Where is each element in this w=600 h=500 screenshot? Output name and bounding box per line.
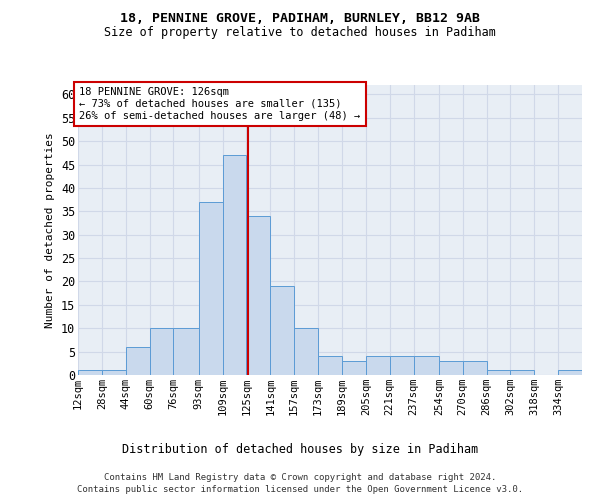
Bar <box>318 356 342 375</box>
Bar <box>342 361 366 375</box>
Bar <box>294 328 318 375</box>
Bar <box>126 347 149 375</box>
Bar <box>149 328 173 375</box>
Bar <box>78 370 102 375</box>
Y-axis label: Number of detached properties: Number of detached properties <box>46 132 55 328</box>
Text: Distribution of detached houses by size in Padiham: Distribution of detached houses by size … <box>122 442 478 456</box>
Bar <box>439 361 463 375</box>
Bar <box>173 328 199 375</box>
Bar <box>366 356 389 375</box>
Text: Contains HM Land Registry data © Crown copyright and database right 2024.: Contains HM Land Registry data © Crown c… <box>104 472 496 482</box>
Bar <box>463 361 487 375</box>
Bar <box>413 356 439 375</box>
Bar <box>511 370 534 375</box>
Bar <box>102 370 126 375</box>
Bar <box>558 370 582 375</box>
Text: 18 PENNINE GROVE: 126sqm
← 73% of detached houses are smaller (135)
26% of semi-: 18 PENNINE GROVE: 126sqm ← 73% of detach… <box>79 88 361 120</box>
Text: Size of property relative to detached houses in Padiham: Size of property relative to detached ho… <box>104 26 496 39</box>
Bar <box>487 370 511 375</box>
Bar <box>389 356 413 375</box>
Text: 18, PENNINE GROVE, PADIHAM, BURNLEY, BB12 9AB: 18, PENNINE GROVE, PADIHAM, BURNLEY, BB1… <box>120 12 480 26</box>
Bar <box>271 286 294 375</box>
Text: Contains public sector information licensed under the Open Government Licence v3: Contains public sector information licen… <box>77 485 523 494</box>
Bar <box>199 202 223 375</box>
Bar <box>223 155 247 375</box>
Bar <box>247 216 271 375</box>
